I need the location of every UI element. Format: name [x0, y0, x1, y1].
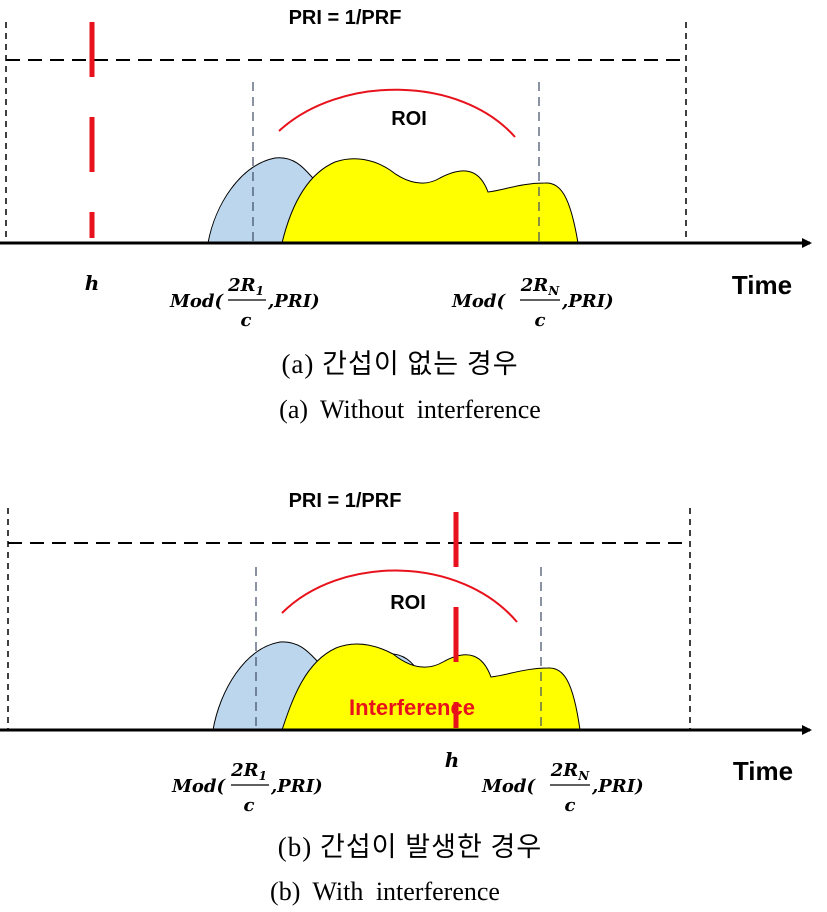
roi-label: ROI: [390, 592, 426, 614]
mod-r1-prefix: Mod(: [171, 776, 227, 797]
mod-r1-suffix: ,PRI): [267, 291, 320, 312]
mod-rn-numerator: 2RN: [520, 275, 560, 298]
mod-rn-suffix: ,PRI): [561, 291, 614, 312]
mod-rn-numerator: 2RN: [550, 760, 590, 783]
mod-rn-suffix: ,PRI): [591, 776, 644, 797]
mod-r1-label: Mod( 2R1 c ,PRI): [171, 760, 323, 816]
h-label: h: [445, 748, 460, 772]
caption-english-b: (b) With interference: [270, 877, 500, 906]
caption-korean-a: (a) 간섭이 없는 경우: [281, 349, 518, 379]
mod-r1-denominator: c: [241, 310, 252, 331]
mod-r1-prefix: Mod(: [169, 291, 225, 312]
time-label: Time: [732, 270, 792, 300]
time-label: Time: [733, 756, 793, 786]
panel-a: PRI = 1/PRF ROI Time h Mod( 2R1 c ,PRI) …: [0, 7, 812, 424]
panel-b: PRI = 1/PRF ROI Interference Time h Mod(…: [0, 490, 812, 906]
caption-korean-b: (b) 간섭이 발생한 경우: [278, 832, 542, 862]
caption-english-a: (a) Without interference: [279, 395, 541, 424]
roi-arc: [281, 569, 518, 623]
mod-r1-numerator: 2R1: [230, 760, 267, 783]
pri-label: PRI = 1/PRF: [289, 490, 402, 512]
roi-label: ROI: [391, 108, 427, 130]
mod-rn-prefix: Mod(: [451, 291, 507, 312]
mod-r1-denominator: c: [244, 795, 255, 816]
roi-arc: [278, 88, 516, 138]
mod-rn-label: Mod( 2RN c ,PRI): [481, 760, 644, 816]
mod-r1-label: Mod( 2R1 c ,PRI): [169, 275, 320, 331]
mod-rn-denominator: c: [535, 310, 546, 331]
mod-r1-numerator: 2R1: [227, 275, 264, 298]
mod-rn-label: Mod( 2RN c ,PRI): [451, 275, 614, 331]
yellow-echo: [281, 158, 579, 244]
mod-rn-prefix: Mod(: [481, 776, 537, 797]
mod-rn-denominator: c: [565, 795, 576, 816]
interference-label: Interference: [349, 695, 475, 720]
yellow-echo: [281, 643, 581, 731]
mod-r1-suffix: ,PRI): [270, 776, 323, 797]
pri-label: PRI = 1/PRF: [289, 7, 402, 29]
h-label: h: [85, 271, 100, 295]
